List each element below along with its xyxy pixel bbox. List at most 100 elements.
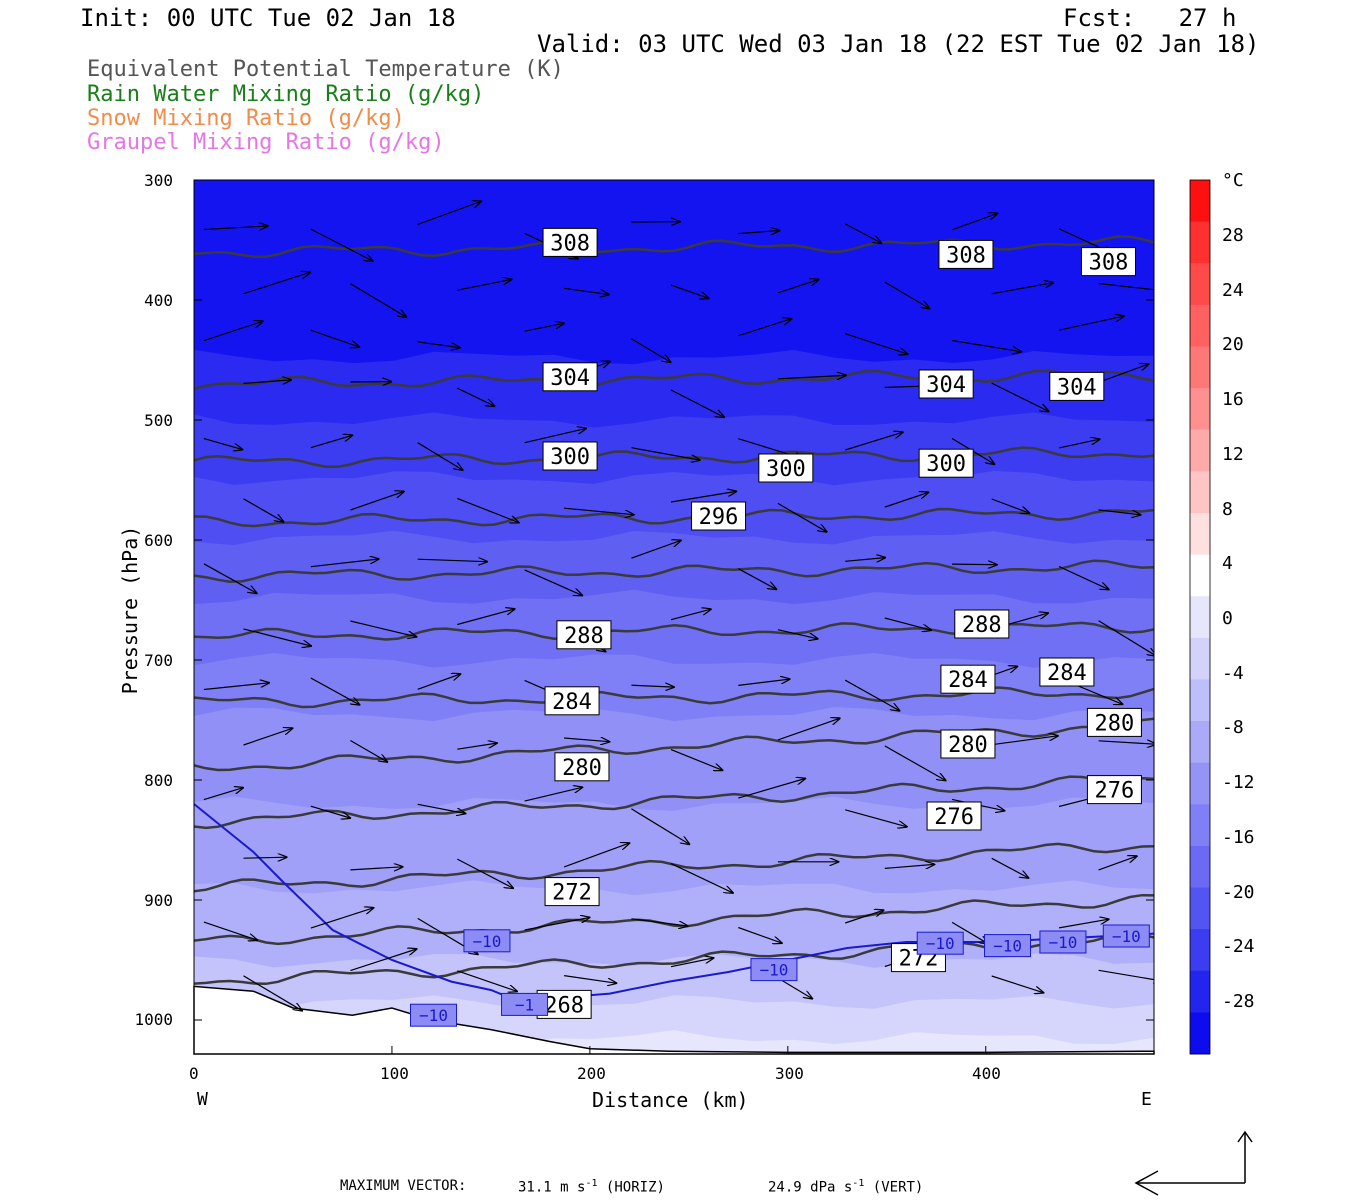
- theta-e-label: 304: [1049, 371, 1105, 401]
- wind-vector: [631, 447, 699, 460]
- wind-vector: [631, 338, 670, 362]
- wind-vector: [564, 975, 616, 984]
- valid-time: Valid: 03 UTC Wed 03 Jan 18 (22 EST Tue …: [537, 30, 1260, 58]
- colorbar-swatch: [1190, 304, 1210, 347]
- wind-vector: [845, 432, 903, 451]
- colorbar-tick: -8: [1222, 717, 1244, 738]
- wind-vector: [350, 949, 416, 972]
- y-tick-label: 500: [144, 411, 173, 430]
- theta-e-label-text: 284: [948, 668, 988, 693]
- colorbar-tick: 12: [1222, 444, 1244, 465]
- theta-e-label: 288: [556, 620, 612, 650]
- wind-vector: [952, 339, 1021, 352]
- wind-vector: [670, 491, 736, 503]
- theta-e-label-text: 280: [562, 756, 602, 781]
- colorbar-tick: -28: [1222, 991, 1255, 1012]
- colorbar-tick: -12: [1222, 772, 1255, 793]
- colorbar-tick: -20: [1222, 882, 1255, 903]
- max-vector-vert: 24.9 dPa s-1 (VERT): [768, 1178, 923, 1196]
- isotherm-label: −10: [984, 934, 1032, 958]
- theta-e-label: 272: [544, 877, 600, 907]
- wind-vector: [777, 502, 827, 531]
- wind-vector: [457, 387, 494, 406]
- wind-vector: [884, 745, 946, 781]
- theta-e-label-box: [542, 227, 598, 257]
- wind-vector: [350, 739, 387, 762]
- theta-e-line: [194, 235, 1154, 259]
- theta-e-label-text: 284: [1047, 661, 1087, 686]
- wind-vector: [951, 213, 997, 231]
- wind-vector: [738, 231, 779, 234]
- wind-vector: [1058, 316, 1124, 331]
- theta-e-label-box: [691, 501, 747, 531]
- y-tick-label: 600: [144, 531, 173, 550]
- wind-vector: [457, 970, 517, 992]
- theta-e-label-text: 276: [1095, 779, 1135, 804]
- theta-e-label-text: 300: [550, 445, 590, 470]
- wind-vector: [203, 226, 268, 230]
- theta-e-label-box: [1039, 657, 1095, 687]
- wind-vector: [243, 728, 293, 746]
- wind-vector: [845, 809, 907, 827]
- theta-e-label-box: [554, 752, 610, 782]
- isotherm-label-box: [750, 958, 798, 982]
- wind-vector: [203, 321, 263, 342]
- theta-e-label: 280: [554, 752, 610, 782]
- theta-e-label-box: [544, 877, 600, 907]
- wind-vector: [524, 428, 587, 444]
- wind-vector: [243, 975, 303, 1011]
- forecast-hour: Fcst: 27 h: [1063, 4, 1237, 32]
- isotherm-label: −10: [410, 1003, 458, 1027]
- west-label: W: [197, 1089, 208, 1110]
- theta-e-label: 300: [758, 453, 814, 483]
- theta-e-label-text: 276: [934, 805, 974, 830]
- theta-e-label: 300: [918, 448, 974, 478]
- theta-e-line: [194, 507, 1154, 528]
- wind-vector: [1098, 856, 1137, 871]
- theta-e-label: 284: [544, 686, 600, 716]
- wind-vector: [670, 958, 714, 968]
- isotherm-label-box: [501, 992, 549, 1016]
- wind-vector: [350, 492, 403, 511]
- wind-vector: [243, 628, 312, 646]
- wind-vector: [670, 749, 723, 771]
- colorbar-swatch: [1190, 180, 1210, 223]
- theta-e-label: 280: [1086, 707, 1142, 737]
- y-tick-label: 300: [144, 171, 173, 190]
- theta-e-label-box: [1086, 707, 1142, 737]
- isotherm-label-text: −10: [760, 961, 789, 980]
- theta-e-label-text: 272: [552, 881, 592, 906]
- colorbar-swatch: [1190, 887, 1210, 930]
- wind-vector: [203, 438, 243, 450]
- wind-vector: [777, 629, 818, 639]
- wind-vector: [417, 442, 463, 470]
- wind-vector: [991, 498, 1030, 513]
- theta-e-line: [194, 446, 1154, 469]
- theta-e-label-box: [1086, 775, 1142, 805]
- wind-vector: [310, 329, 360, 347]
- colorbar-tick: 20: [1222, 334, 1244, 355]
- theta-e-label: 276: [1086, 775, 1142, 805]
- theta-e-label-text: 284: [552, 690, 592, 715]
- wind-vector: [884, 492, 929, 508]
- theta-e-label-box: [918, 448, 974, 478]
- colorbar-tick: -4: [1222, 663, 1244, 684]
- colorbar-swatch: [1190, 554, 1210, 597]
- wind-vector: [738, 319, 791, 337]
- theta-e-label: 276: [926, 801, 982, 831]
- isotherm-label: −10: [1039, 930, 1087, 954]
- wind-vector: [203, 921, 257, 940]
- wind-vector: [524, 323, 564, 332]
- theta-e-label: 308: [1080, 247, 1136, 277]
- wind-vector: [1098, 741, 1154, 744]
- wind-vector: [845, 910, 883, 924]
- wind-vector: [884, 281, 930, 308]
- theta-e-label: 304: [918, 369, 974, 399]
- colorbar-swatch: [1190, 845, 1210, 888]
- x-axis-title: Distance (km): [592, 1088, 749, 1112]
- wind-vector: [1098, 364, 1149, 383]
- isotherm-label-text: −10: [419, 1006, 448, 1025]
- wind-vector: [738, 679, 789, 686]
- colorbar-swatch: [1190, 929, 1210, 972]
- init-time: Init: 00 UTC Tue 02 Jan 18: [80, 4, 456, 32]
